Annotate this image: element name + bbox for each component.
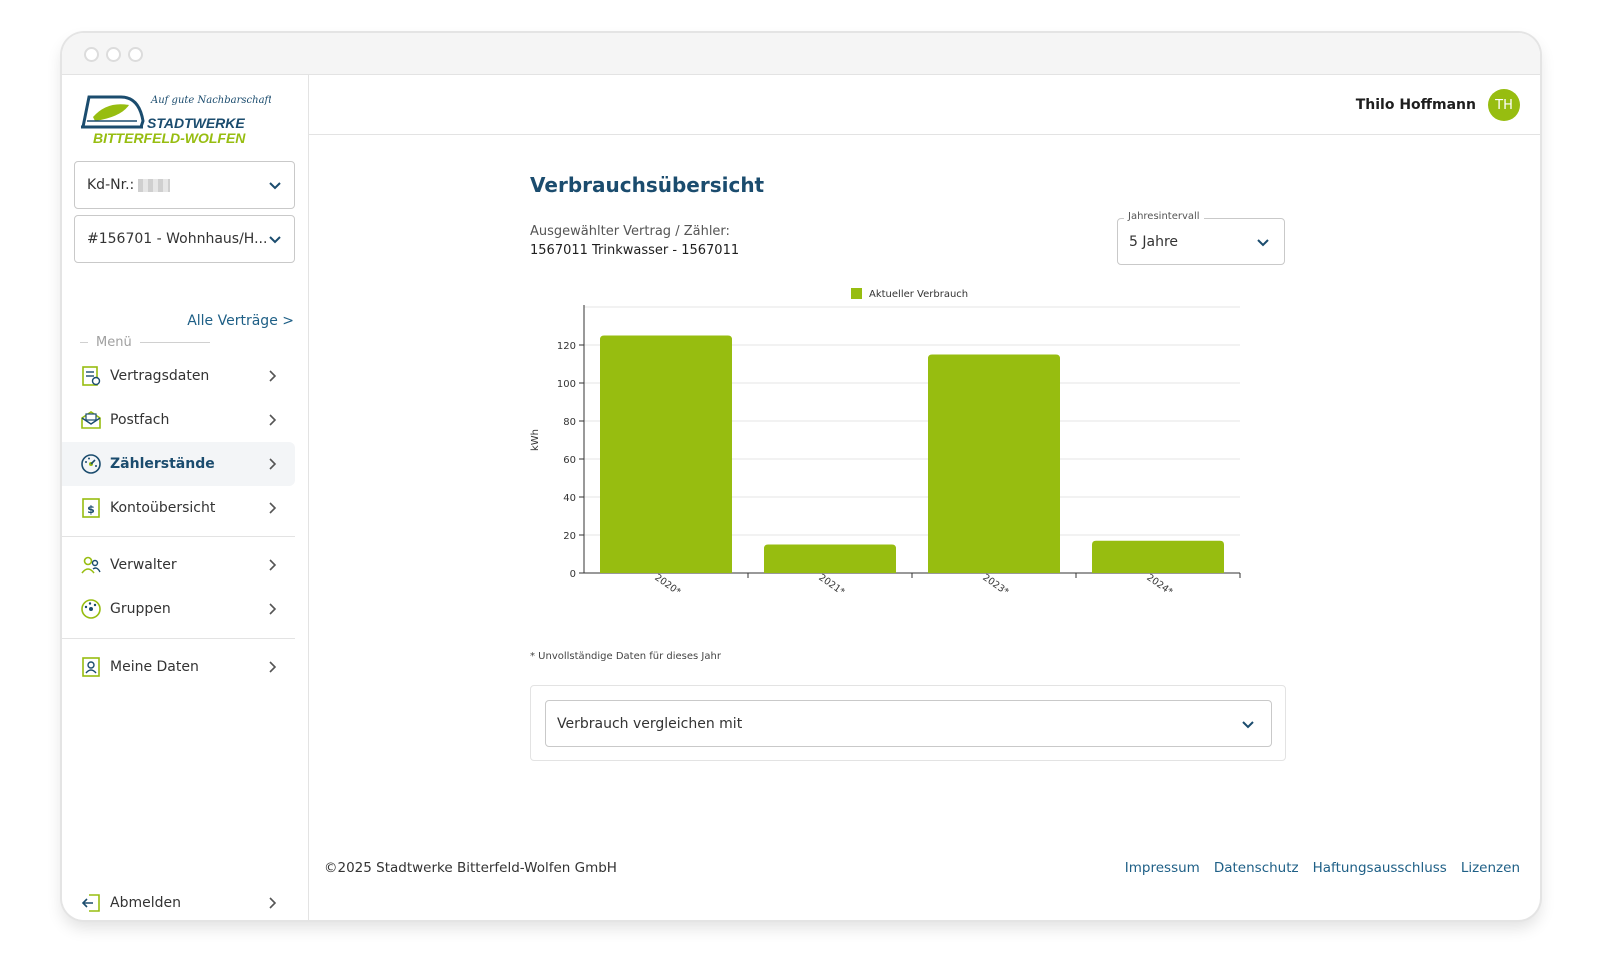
sidebar-item-label: Postfach bbox=[110, 412, 170, 428]
y-tick-label: 120 bbox=[557, 341, 576, 352]
sidebar-divider bbox=[62, 536, 295, 537]
window-maximize-dot[interactable] bbox=[128, 47, 143, 62]
compare-select-value: Verbrauch vergleichen mit bbox=[557, 715, 743, 732]
chevron-down-icon bbox=[269, 182, 281, 190]
menu-section-label: Menü bbox=[80, 335, 210, 350]
y-tick-label: 80 bbox=[563, 417, 576, 428]
sidebar-item-meine-daten[interactable]: Meine Daten bbox=[62, 645, 295, 689]
sidebar: Auf gute Nachbarschaft! STADTWERKE BITTE… bbox=[62, 75, 309, 920]
window-close-dot[interactable] bbox=[84, 47, 99, 62]
compare-select[interactable]: Verbrauch vergleichen mit bbox=[545, 700, 1272, 747]
legend-swatch bbox=[851, 288, 862, 299]
y-axis-label: kWh bbox=[530, 429, 541, 451]
chevron-down-icon bbox=[1257, 239, 1269, 247]
chevron-right-icon bbox=[269, 414, 277, 426]
logout-button[interactable]: Abmelden bbox=[62, 881, 295, 920]
top-header: Thilo Hoffmann TH bbox=[309, 75, 1540, 135]
contract-icon bbox=[82, 366, 101, 386]
chevron-right-icon bbox=[269, 603, 277, 615]
window-minimize-dot[interactable] bbox=[106, 47, 121, 62]
y-tick-label: 60 bbox=[563, 455, 576, 466]
interval-select-value: 5 Jahre bbox=[1129, 233, 1178, 250]
profile-icon bbox=[82, 657, 100, 677]
y-tick-label: 100 bbox=[557, 379, 576, 390]
chevron-right-icon bbox=[269, 458, 277, 470]
customer-number-label: Kd-Nr.: bbox=[87, 177, 135, 193]
brand-name-line1: STADTWERKE bbox=[147, 115, 245, 131]
compare-panel: Verbrauch vergleichen mit bbox=[530, 685, 1286, 761]
footer-link-impressum[interactable]: Impressum bbox=[1124, 860, 1200, 876]
x-tick-label: 2023* bbox=[980, 572, 1010, 598]
sidebar-item-vertragsdaten[interactable]: Vertragsdaten bbox=[62, 354, 295, 398]
sidebar-item-label: Verwalter bbox=[110, 557, 177, 573]
logout-label: Abmelden bbox=[110, 895, 181, 911]
sidebar-item-label: Kontoübersicht bbox=[110, 500, 216, 516]
chevron-down-icon bbox=[1242, 721, 1254, 729]
chevron-right-icon bbox=[269, 502, 277, 514]
mailbox-icon bbox=[81, 411, 101, 429]
logout-icon bbox=[81, 894, 100, 912]
sidebar-divider bbox=[62, 638, 295, 639]
selected-contract-label: Ausgewählter Vertrag / Zähler: bbox=[530, 224, 730, 239]
sidebar-item-label: Gruppen bbox=[110, 601, 171, 617]
user-name[interactable]: Thilo Hoffmann bbox=[1355, 97, 1476, 113]
sidebar-item-label: Meine Daten bbox=[110, 659, 199, 675]
sidebar-item-zaehlerstaende[interactable]: Zählerstände bbox=[62, 442, 295, 486]
copyright: ©2025 Stadtwerke Bitterfeld-Wolfen GmbH bbox=[324, 860, 617, 876]
sidebar-item-label: Zählerstände bbox=[110, 456, 215, 472]
chevron-right-icon bbox=[269, 897, 277, 909]
bar-2020 bbox=[600, 335, 732, 573]
y-tick-label: 40 bbox=[563, 493, 576, 504]
groups-icon bbox=[81, 599, 101, 619]
consumption-bar-chart: 0 20 40 60 80 100 120 kWh 2020* 2021* 2023* 2024* Ak… bbox=[530, 288, 1241, 598]
sidebar-item-kontouebersicht[interactable]: $ Kontoübersicht bbox=[62, 486, 295, 530]
account-icon: $ bbox=[82, 498, 100, 518]
x-tick-label: 2020* bbox=[652, 572, 682, 598]
brand-name-line2: BITTERFELD-WOLFEN bbox=[93, 130, 246, 146]
footer-link-haftungsausschluss[interactable]: Haftungsausschluss bbox=[1312, 860, 1447, 876]
browser-window: Auf gute Nachbarschaft! STADTWERKE BITTE… bbox=[62, 33, 1540, 920]
footnote: * Unvollständige Daten für dieses Jahr bbox=[530, 651, 721, 662]
contract-select-value: #156701 - Wohnhaus/H... bbox=[87, 231, 268, 247]
users-icon bbox=[81, 556, 101, 574]
bar-2021 bbox=[764, 544, 896, 573]
y-tick-label: 0 bbox=[570, 569, 576, 580]
footer-link-lizenzen[interactable]: Lizenzen bbox=[1460, 860, 1520, 876]
customer-number-select[interactable]: Kd-Nr.: bbox=[74, 161, 295, 209]
selected-contract-value: 1567011 Trinkwasser - 1567011 bbox=[530, 243, 740, 258]
x-tick-label: 2021* bbox=[816, 572, 846, 598]
y-tick-label: 20 bbox=[563, 531, 576, 542]
sidebar-item-label: Vertragsdaten bbox=[110, 368, 210, 384]
bar-2024 bbox=[1092, 540, 1224, 573]
footer-link-datenschutz[interactable]: Datenschutz bbox=[1213, 860, 1299, 876]
chevron-right-icon bbox=[269, 370, 277, 382]
all-contracts-link[interactable]: Alle Verträge > bbox=[187, 313, 294, 329]
footer-links: Impressum Datenschutz Haftungsausschluss… bbox=[1125, 860, 1520, 876]
bar-2023 bbox=[928, 354, 1060, 573]
interval-select[interactable]: Jahresintervall 5 Jahre bbox=[1117, 211, 1285, 265]
x-tick-label: 2024* bbox=[1144, 572, 1174, 598]
chevron-down-icon bbox=[269, 236, 281, 244]
redacted-customer-number bbox=[138, 178, 171, 192]
sidebar-item-verwalter[interactable]: Verwalter bbox=[62, 543, 295, 587]
contract-select[interactable]: #156701 - Wohnhaus/H... bbox=[74, 215, 295, 263]
meter-icon bbox=[81, 454, 101, 474]
avatar[interactable]: TH bbox=[1488, 89, 1520, 121]
brand-slogan: Auf gute Nachbarschaft! bbox=[150, 95, 271, 106]
svg-text:$: $ bbox=[87, 503, 95, 516]
sidebar-item-gruppen[interactable]: Gruppen bbox=[62, 587, 295, 631]
brand-logo[interactable]: Auf gute Nachbarschaft! STADTWERKE BITTE… bbox=[81, 91, 271, 147]
chevron-right-icon bbox=[269, 559, 277, 571]
legend-label: Aktueller Verbrauch bbox=[869, 289, 968, 300]
interval-select-label: Jahresintervall bbox=[1124, 211, 1204, 222]
window-titlebar bbox=[62, 33, 1540, 75]
page-title: Verbrauchsübersicht bbox=[530, 173, 765, 197]
chevron-right-icon bbox=[269, 661, 277, 673]
sidebar-item-postfach[interactable]: Postfach bbox=[62, 398, 295, 442]
